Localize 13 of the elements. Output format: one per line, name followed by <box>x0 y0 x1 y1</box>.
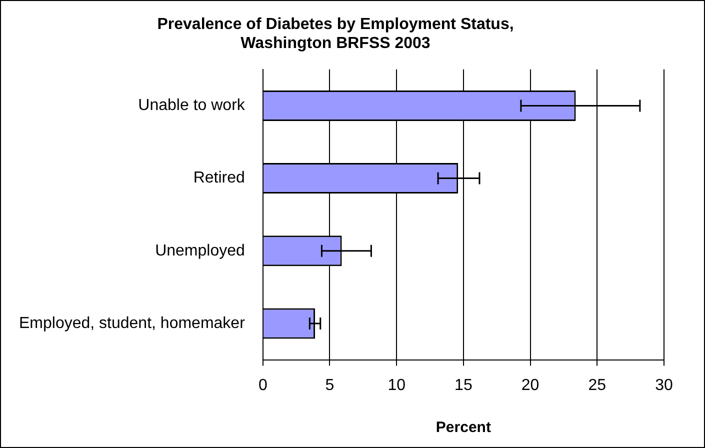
x-tick-label: 25 <box>588 376 606 394</box>
x-tick-label: 0 <box>258 376 268 394</box>
y-tick-label: Unemployed <box>155 242 245 260</box>
x-tick-label: 30 <box>655 376 673 394</box>
x-tick-label: 15 <box>454 376 472 394</box>
y-tick-label: Retired <box>193 170 245 187</box>
y-tick-label: Employed, student, homemaker <box>19 314 246 332</box>
x-tick-label: 20 <box>521 376 540 394</box>
x-tick-label: 10 <box>388 376 406 394</box>
x-tick-label: 5 <box>325 376 334 394</box>
y-tick-label: Unable to work <box>138 97 246 114</box>
x-axis-title: Percent <box>436 419 491 436</box>
chart-title: Prevalence of Diabetes by Employment Status, Washington BRFSS 2003 <box>157 16 514 52</box>
